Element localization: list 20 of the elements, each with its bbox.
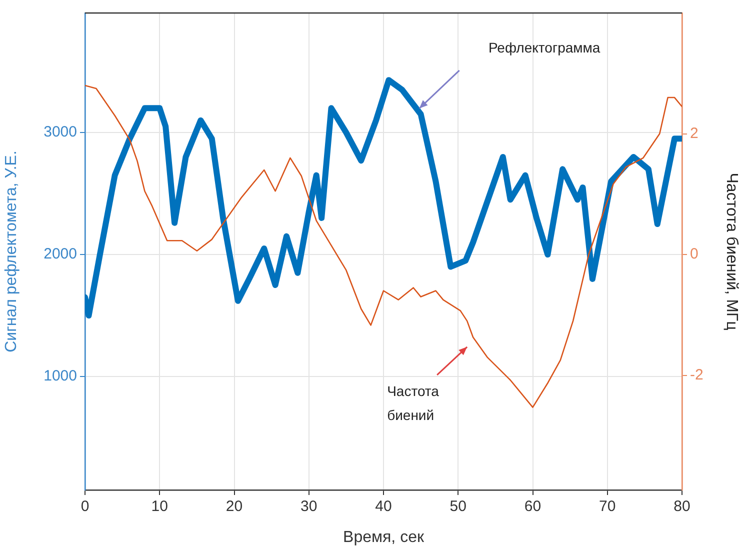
y-tick-label: 1000	[44, 368, 77, 385]
x-tick-label: 30	[300, 498, 318, 516]
x-axis-title: Время, сек	[343, 528, 425, 546]
annotation: Рефлектограмма	[488, 39, 600, 56]
x-tick-label: 40	[375, 498, 392, 516]
x-tick-label: 80	[674, 498, 690, 516]
annotation: Частота биений	[387, 382, 440, 423]
x-tick-label: 20	[226, 498, 243, 516]
y2-tick-label: -2	[690, 366, 704, 384]
y2-axis-title: Частота биений, МГц	[722, 172, 740, 330]
y2-tick-label: 2	[690, 124, 698, 142]
x-tick-label: 60	[524, 498, 542, 516]
y-tick-label: 3000	[44, 124, 77, 141]
y-axis-title: Сигнал рефлектомета, У.Е.	[3, 150, 20, 352]
y-tick-label: 2000	[44, 246, 77, 263]
x-tick-label: 70	[599, 498, 616, 516]
x-tick-label: 10	[151, 498, 168, 516]
x-tick-label: 0	[80, 498, 90, 516]
x-tick-label: 50	[450, 498, 466, 516]
y2-tick-label: 0	[690, 246, 698, 263]
